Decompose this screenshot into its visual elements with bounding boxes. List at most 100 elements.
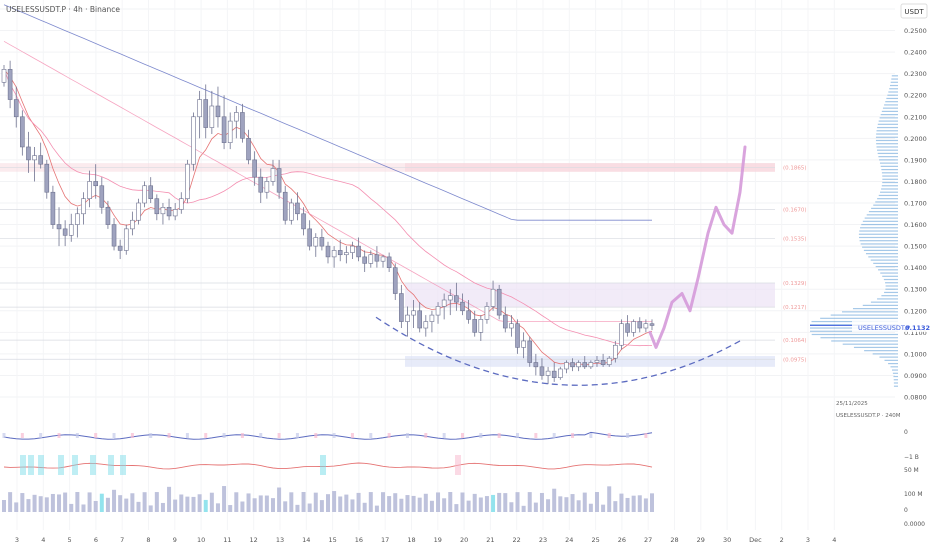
candle-body [38,155,43,165]
volume-bar [81,504,86,512]
candle-body [613,344,618,359]
volume-profile-bar [842,343,898,345]
volume-bar [491,494,496,512]
volume-profile-bar [870,301,898,303]
price-tick-label: 0.1200 [904,307,927,315]
volume-bar [527,492,532,512]
volume-profile-bar [875,139,898,142]
price-tick-label: 0.1600 [904,221,927,229]
volume-bar [50,493,55,512]
indicator-scale-label: 100 M [904,491,923,498]
volume-profile-bar [870,259,898,261]
volume-profile-bar [878,120,898,122]
volume-profile-bar [893,375,898,378]
volume-profile-bar [889,88,898,90]
volume-profile-bar [877,198,898,200]
volume-bar [258,495,263,512]
candle-body [234,112,239,122]
volume-bar [289,492,294,512]
level-label: (0.1064) [783,338,807,344]
candle-body [87,181,92,199]
candle-body [289,202,294,221]
volume-bar [20,493,25,512]
oscillator-bar [295,433,299,438]
candle-body [515,323,520,348]
candle-body [545,370,551,376]
volume-profile-bar [862,220,898,222]
volume-profile-bar [868,211,898,213]
candle-body [117,245,123,251]
candle-body [44,163,50,193]
volume-bar [429,500,434,512]
volume-bar [576,500,581,512]
time-tick-label: 15 [328,536,336,544]
level-label: (0.1329) [783,281,807,287]
candle-body [209,105,215,128]
candle-body [344,252,349,256]
volume-bar [185,496,190,512]
volume-profile-bar [864,350,898,352]
last-price-symbol: USELESSUSDT.P [858,324,910,332]
volume-profile-bar [882,181,898,184]
volume-profile-bar [811,333,898,336]
signal-highlight [90,455,96,475]
candle-body [240,112,245,139]
price-tick-label: 0.2300 [904,70,927,78]
candle-body [81,198,86,215]
volume-profile-bar [879,162,898,164]
candle-body [637,321,643,329]
candle-body [325,245,331,258]
volume-bar [270,498,275,512]
volume-bar [558,496,563,512]
oscillator-bar [75,433,79,438]
volume-profile-bar [860,243,898,245]
price-tick-label: 0.0900 [904,372,927,380]
oscillator-bar [626,433,630,438]
volume-profile-bar [866,214,898,216]
volume-profile-bar [871,207,898,209]
candle-body [350,245,355,253]
volume-bar [448,492,453,512]
oscillator-bar [20,433,24,438]
oscillator-bar [387,433,391,438]
time-tick-label: 29 [697,536,705,544]
volume-bar [203,499,208,512]
volume-bar [75,492,80,512]
oscillator-bar [497,433,501,438]
signal-highlight [108,455,114,475]
volume-bar [619,493,624,512]
price-tick-label: 0.1000 [904,350,927,358]
volume-profile-bar [863,249,898,252]
oscillator-bar [185,433,189,438]
volume-bar [454,504,459,512]
currency-box[interactable] [900,3,928,19]
volume-bar [588,503,593,512]
time-axis[interactable]: 3 4 5 6 7 8 9 10 11 12 13 14 15 16 17 18 19 20 21 22 23 24 25 2… [15,536,836,544]
volume-bar [326,494,330,512]
candles[interactable] [1,60,655,385]
candle-body [405,314,410,322]
oscillator-bar [222,433,226,438]
candle-body [527,340,533,363]
oscillator-bar [130,433,134,438]
volume-bar [613,501,618,512]
volume-bar [246,493,251,512]
time-tick-label: 19 [434,536,442,544]
volume-bar [405,495,410,512]
candle-body [606,357,612,365]
volume-profile-bar [859,240,898,242]
volume-bar [38,496,43,512]
candle-body [478,319,484,333]
volume-bar [264,495,269,512]
volume-profile-bar [892,372,898,374]
volume-bar [69,503,74,512]
candle-body [178,198,184,210]
volume-bar [356,492,361,512]
volume-profile-bar [876,133,898,135]
candle-body [13,99,19,118]
volume-bar [252,498,257,512]
volume-profile-bar [877,126,898,129]
candle-body [270,168,276,182]
candle-body [258,176,264,193]
volume-profile-bar [881,110,898,112]
